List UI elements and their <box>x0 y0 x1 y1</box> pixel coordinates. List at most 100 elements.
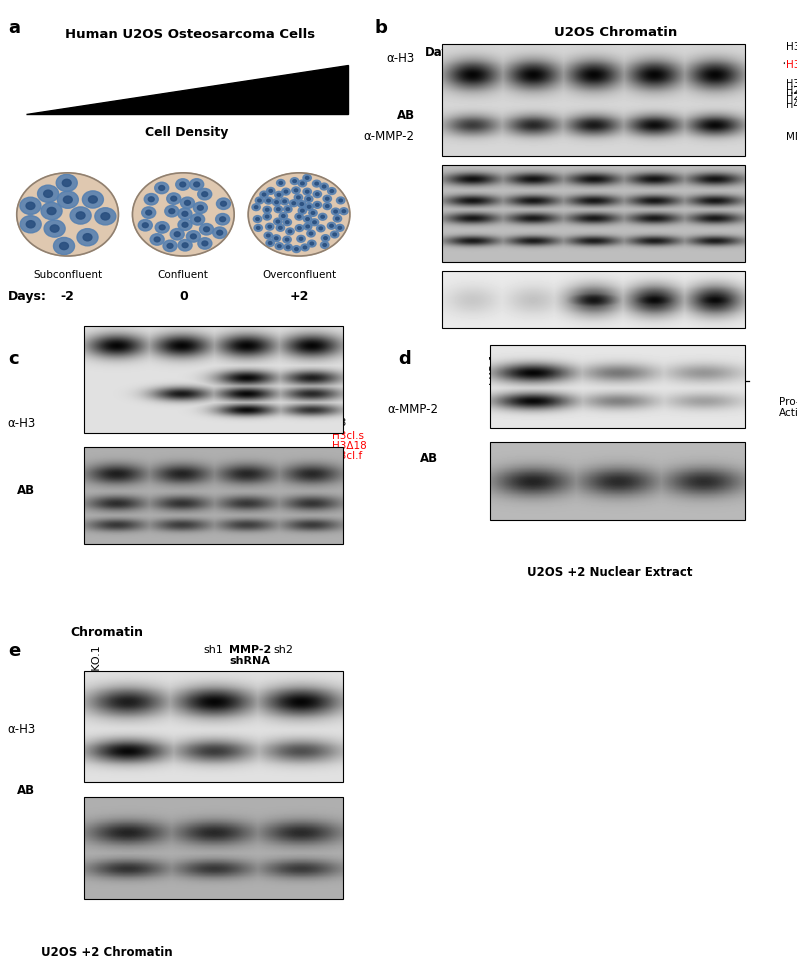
Text: AB: AB <box>18 784 35 797</box>
Circle shape <box>297 226 301 229</box>
Circle shape <box>95 208 116 225</box>
Circle shape <box>175 231 180 236</box>
Circle shape <box>306 226 309 227</box>
Text: U2OS: U2OS <box>245 353 281 365</box>
Circle shape <box>336 225 344 231</box>
Circle shape <box>294 194 303 201</box>
Circle shape <box>285 238 289 241</box>
Circle shape <box>297 215 301 218</box>
Circle shape <box>289 200 298 207</box>
Circle shape <box>216 214 230 225</box>
Circle shape <box>60 242 69 250</box>
Circle shape <box>143 223 148 227</box>
Circle shape <box>322 185 326 188</box>
Circle shape <box>312 180 321 187</box>
Text: MMP-2
shRNA: MMP-2 shRNA <box>229 644 271 667</box>
Circle shape <box>171 196 177 201</box>
Circle shape <box>292 180 296 183</box>
Circle shape <box>300 202 304 205</box>
Circle shape <box>252 204 261 211</box>
Circle shape <box>198 238 212 249</box>
Text: α-H3: α-H3 <box>7 723 35 736</box>
Circle shape <box>178 219 192 230</box>
Circle shape <box>296 196 300 199</box>
Text: d: d <box>398 350 411 368</box>
Circle shape <box>248 173 350 256</box>
Circle shape <box>342 210 346 213</box>
Circle shape <box>83 233 92 241</box>
Text: MMP-2: MMP-2 <box>787 131 797 142</box>
Circle shape <box>311 212 315 215</box>
Circle shape <box>37 185 59 202</box>
Circle shape <box>316 225 325 231</box>
Circle shape <box>305 203 313 210</box>
Circle shape <box>334 210 337 213</box>
Circle shape <box>305 191 309 193</box>
Text: H3: H3 <box>332 418 347 428</box>
Circle shape <box>57 174 77 191</box>
Circle shape <box>256 218 259 221</box>
Circle shape <box>295 248 298 251</box>
Circle shape <box>312 221 316 224</box>
Circle shape <box>328 188 336 194</box>
Circle shape <box>186 230 200 242</box>
Text: sh1: sh1 <box>203 644 223 655</box>
Circle shape <box>50 225 59 232</box>
Circle shape <box>299 237 303 240</box>
Text: AB: AB <box>397 109 414 122</box>
Text: H4: H4 <box>787 100 797 110</box>
Circle shape <box>265 224 274 230</box>
Circle shape <box>331 231 339 238</box>
Circle shape <box>306 218 309 221</box>
Circle shape <box>265 215 269 218</box>
Circle shape <box>217 230 222 235</box>
Circle shape <box>253 216 261 223</box>
Text: Active-MMP-2: Active-MMP-2 <box>779 408 797 418</box>
Text: α-MMP-2: α-MMP-2 <box>363 130 414 143</box>
Circle shape <box>257 199 261 202</box>
Circle shape <box>300 209 304 212</box>
Circle shape <box>305 177 309 179</box>
Circle shape <box>315 182 319 185</box>
Circle shape <box>182 223 188 227</box>
Circle shape <box>266 188 275 194</box>
Circle shape <box>155 222 169 233</box>
Circle shape <box>308 240 316 247</box>
Circle shape <box>328 223 336 229</box>
Text: H3cl.s: H3cl.s <box>332 431 364 441</box>
Circle shape <box>194 182 199 187</box>
Circle shape <box>319 213 327 221</box>
Circle shape <box>298 207 307 214</box>
Circle shape <box>274 206 283 213</box>
Circle shape <box>263 213 271 220</box>
Circle shape <box>53 237 75 255</box>
Circle shape <box>178 208 192 220</box>
Circle shape <box>323 244 327 247</box>
Circle shape <box>275 243 284 250</box>
Circle shape <box>282 189 290 195</box>
Circle shape <box>198 205 203 210</box>
Text: Pro-MMP-2: Pro-MMP-2 <box>779 398 797 407</box>
Text: U2OS +2 Nuclear Extract: U2OS +2 Nuclear Extract <box>527 566 693 578</box>
Circle shape <box>296 235 305 242</box>
Text: +2: +2 <box>693 46 711 59</box>
Circle shape <box>277 180 285 187</box>
Circle shape <box>17 173 119 256</box>
Circle shape <box>20 216 41 233</box>
Circle shape <box>77 228 98 246</box>
Circle shape <box>159 225 165 229</box>
Circle shape <box>221 201 226 206</box>
Circle shape <box>304 216 312 223</box>
Circle shape <box>260 191 269 198</box>
Circle shape <box>275 191 283 198</box>
Text: +1: +1 <box>642 46 660 59</box>
Circle shape <box>313 191 321 197</box>
Circle shape <box>254 206 258 209</box>
Circle shape <box>316 203 319 206</box>
Circle shape <box>190 234 196 239</box>
Circle shape <box>292 246 300 253</box>
Circle shape <box>277 245 281 248</box>
Circle shape <box>295 213 304 220</box>
Circle shape <box>217 198 230 209</box>
Circle shape <box>275 201 278 204</box>
